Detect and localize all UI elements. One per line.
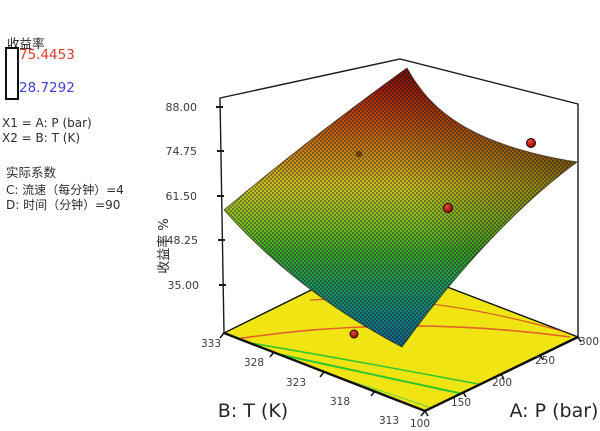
factor-x1-label: X1 = A: P (bar) xyxy=(2,116,92,130)
legend-max-value: 75.4453 xyxy=(19,47,75,63)
design-point-2 xyxy=(443,203,453,213)
a-tick-100: 100 xyxy=(410,418,430,430)
legend-color-bar xyxy=(5,47,19,100)
factor-d-label: D: 时间（分钟）=90 xyxy=(6,198,121,212)
b-tick-323: 323 xyxy=(286,377,306,389)
z-axis-ticks xyxy=(216,106,226,286)
z-axis-title: 收益率 % xyxy=(156,218,172,274)
z-tick-48: 48.25 xyxy=(167,234,199,247)
actual-factors-header: 实际系数 xyxy=(6,165,57,180)
b-tick-313: 313 xyxy=(379,415,399,427)
legend-min-value: 28.7292 xyxy=(19,80,75,96)
factor-x2-label: X2 = B: T (K) xyxy=(2,131,81,145)
design-point-3 xyxy=(349,329,359,339)
z-tick-74: 74.75 xyxy=(166,145,198,158)
response-surface xyxy=(223,67,579,348)
a-tick-250: 250 xyxy=(535,355,555,367)
z-tick-61: 61.50 xyxy=(166,190,198,203)
z-tick-88: 88.00 xyxy=(166,101,198,114)
a-axis-title: A: P (bar) xyxy=(510,400,599,422)
b-axis-title: B: T (K) xyxy=(218,400,288,422)
a-tick-150: 150 xyxy=(451,397,471,409)
factor-c-label: C: 流速（每分钟）=4 xyxy=(6,183,124,197)
b-axis-ticks xyxy=(219,332,426,417)
b-tick-318: 318 xyxy=(330,396,350,408)
design-point-hidden xyxy=(355,150,363,158)
box-frame xyxy=(219,58,579,337)
a-tick-300: 300 xyxy=(579,336,599,348)
a-tick-200: 200 xyxy=(492,377,512,389)
design-point-1 xyxy=(526,138,536,148)
z-tick-35: 35.00 xyxy=(168,279,200,292)
a-axis-ticks xyxy=(424,336,582,417)
b-tick-333: 333 xyxy=(201,338,221,350)
b-tick-328: 328 xyxy=(244,357,264,369)
